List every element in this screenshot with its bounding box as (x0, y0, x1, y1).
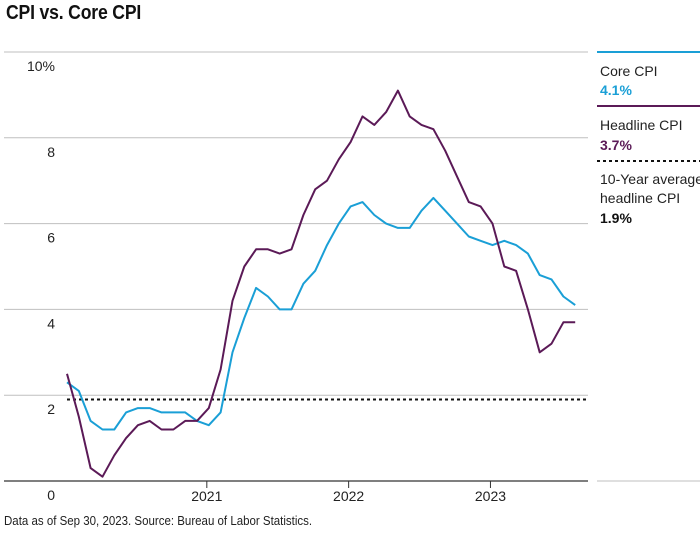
y-tick-label: 6 (47, 230, 55, 246)
y-axis-ticks: 0 2 4 6 8 10% (27, 58, 55, 503)
source-note: Data as of Sep 30, 2023. Source: Bureau … (4, 514, 313, 528)
y-tick-label: 8 (47, 144, 55, 160)
core-cpi-line (66, 196, 576, 431)
legend-core-label: Core CPI (600, 63, 658, 79)
x-tick-label: 2021 (191, 488, 222, 504)
x-tick-label: 2022 (333, 488, 364, 504)
legend-average-value: 1.9% (600, 210, 632, 226)
legend: Core CPI 4.1% Headline CPI 3.7% 10-Year … (597, 51, 700, 482)
legend-average-label-line2: headline CPI (600, 190, 680, 206)
headline-cpi-line (66, 89, 576, 478)
chart-title: CPI vs. Core CPI (6, 2, 142, 24)
y-tick-label: 4 (47, 315, 55, 331)
y-tick-label: 10% (27, 58, 55, 74)
y-tick-label: 2 (47, 401, 55, 417)
legend-headline-value: 3.7% (600, 137, 632, 153)
grid-lines (4, 51, 588, 482)
x-tick-label: 2023 (475, 488, 506, 504)
legend-core-value: 4.1% (600, 82, 632, 98)
y-tick-label: 0 (47, 487, 55, 503)
series-lines (66, 89, 588, 478)
legend-average-label-line1: 10-Year average (600, 171, 700, 187)
cpi-chart: 0 2 4 6 8 10% 2021 2022 2023 Core CPI 4.1% Head… (4, 51, 700, 504)
x-axis-ticks: 2021 2022 2023 (191, 481, 506, 504)
legend-headline-label: Headline CPI (600, 117, 683, 133)
